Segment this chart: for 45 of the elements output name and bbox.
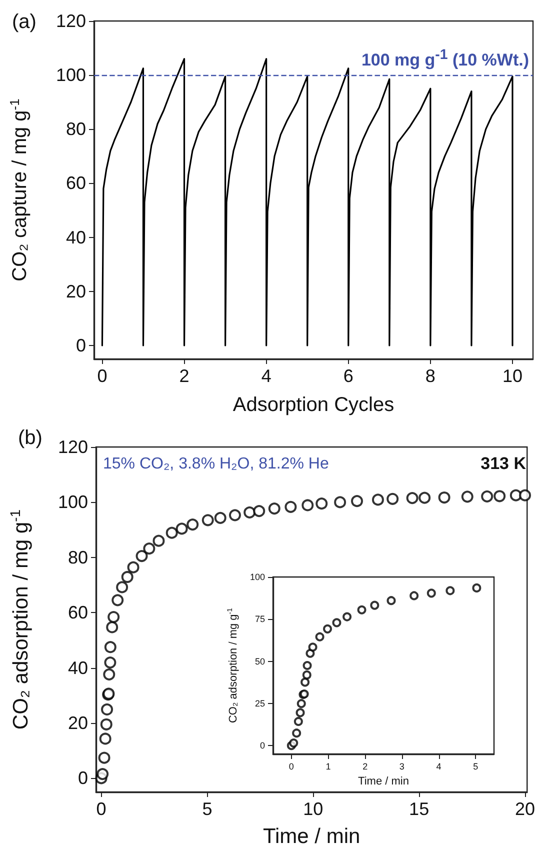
x-tick-label: 0 (288, 762, 294, 772)
annotation: 15% CO₂, 3.8% H₂O, 81.2% He (103, 456, 329, 472)
y-tick-label: 60 (66, 173, 86, 194)
x-axis-title: Time / min (262, 825, 360, 848)
x-tick-label: 1 (326, 762, 331, 772)
text: (a) (12, 11, 36, 33)
x-tick-label: 8 (425, 366, 436, 386)
y-tick-label: 120 (58, 437, 88, 457)
y-axis-title: CO₂ adsorption / mg g-1 (7, 509, 32, 730)
y-tick-label: 25 (254, 698, 265, 708)
y-tick-label: 100 (56, 65, 86, 86)
y-tick-label: 0 (260, 740, 265, 751)
y-axis-title: CO₂ capture / mg g-1 (7, 98, 31, 282)
x-tick-label: 4 (261, 366, 272, 386)
x-tick-label: 0 (97, 366, 108, 386)
x-tick-label: 0 (96, 799, 106, 819)
y-tick-label: 120 (56, 11, 86, 31)
y-tick-label: 60 (68, 602, 88, 623)
y-tick-label: 20 (66, 281, 86, 302)
y-tick-label: 100 (58, 492, 88, 512)
y-tick-label: 50 (254, 656, 265, 666)
x-tick-label: 20 (514, 799, 536, 819)
y-tick-label: 80 (68, 547, 88, 568)
x-axis-title: Adsorption Cycles (232, 394, 394, 416)
x-tick-label: 15 (409, 799, 430, 819)
y-tick-label: 40 (68, 658, 88, 678)
x-tick-label: 10 (502, 366, 522, 386)
x-axis-title: Time / min (358, 775, 409, 788)
y-tick-label: 20 (68, 713, 88, 733)
text: (b) (18, 427, 42, 449)
x-tick-label: 5 (202, 799, 212, 819)
x-tick-label: 6 (343, 366, 354, 386)
y-tick-label: 0 (76, 335, 86, 356)
y-tick-label: 80 (66, 119, 86, 140)
y-tick-label: 100 (250, 572, 265, 582)
x-tick-label: 2 (179, 366, 190, 386)
x-tick-label: 3 (399, 762, 404, 772)
x-tick-label: 4 (436, 762, 442, 772)
annotation: 313 K (480, 454, 527, 473)
x-tick-label: 2 (362, 762, 368, 772)
ref-line-label: 100 mg g$^{-1}$ (10 %Wt.) (361, 46, 529, 72)
x-tick-label: 5 (473, 762, 478, 772)
y-tick-label: 40 (66, 227, 86, 248)
x-tick-label: 10 (303, 799, 324, 819)
y-tick-label: 75 (254, 614, 265, 624)
